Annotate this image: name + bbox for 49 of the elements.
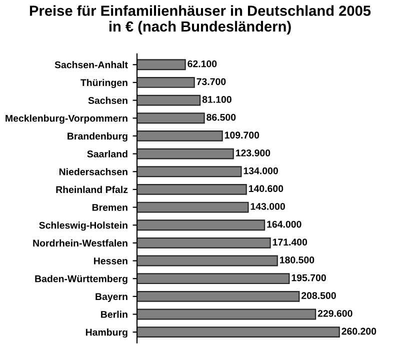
bar xyxy=(137,308,316,320)
bar xyxy=(137,202,249,213)
data-label: 73.700 xyxy=(196,78,226,86)
bar xyxy=(137,112,205,124)
data-label: 180.500 xyxy=(280,256,314,264)
y-tick-label: Brandenburg xyxy=(68,132,128,142)
bar xyxy=(137,77,195,88)
bar xyxy=(137,290,300,302)
data-label: 208.500 xyxy=(302,292,336,300)
y-tick-label: Sachsen-Anhalt xyxy=(54,61,128,68)
y-tick-label: Saarland xyxy=(87,150,128,158)
y-tick-label: Berlin xyxy=(101,310,128,318)
data-label: 62.100 xyxy=(188,60,217,68)
bar xyxy=(137,220,266,231)
data-label: 164.000 xyxy=(267,220,302,228)
bar xyxy=(137,273,290,284)
bar xyxy=(137,237,271,248)
bar xyxy=(137,59,186,70)
data-label: 140.600 xyxy=(248,185,284,192)
data-label: 109.700 xyxy=(224,132,260,139)
bar xyxy=(137,326,340,338)
y-tick-label: Mecklenburg-Vorpommern xyxy=(6,114,128,124)
y-tick-label: Schleswig-Holstein xyxy=(39,222,128,231)
data-label: 171.400 xyxy=(272,238,308,246)
chart-title: Preise für Einfamilienhäuser in Deutschland 2005 in € (nach Bundesländern) xyxy=(30,5,371,35)
bar xyxy=(137,148,234,160)
y-tick-label: Nordrhein-Westfalen xyxy=(33,239,128,247)
y-tick-label: Sachsen xyxy=(88,96,128,104)
y-tick-label: Niedersachsen xyxy=(59,168,128,176)
bar xyxy=(137,94,201,106)
y-tick-label: Thüringen xyxy=(80,78,128,88)
data-label: 260.200 xyxy=(342,328,376,335)
data-label: 195.700 xyxy=(292,274,326,282)
y-tick-label: Bayern xyxy=(96,293,128,302)
data-label: 86.500 xyxy=(206,114,236,121)
data-label: 123.900 xyxy=(236,150,270,156)
bar xyxy=(137,130,223,142)
data-label: 229.600 xyxy=(318,310,352,317)
y-tick-label: Baden-Württemberg xyxy=(35,275,128,284)
bar xyxy=(137,255,278,266)
y-tick-label: Bremen xyxy=(92,204,128,211)
bar xyxy=(137,166,242,178)
data-label: 134.000 xyxy=(244,167,278,174)
y-tick-label: Rheinland Pfalz xyxy=(56,186,128,194)
data-label: 81.100 xyxy=(202,96,232,103)
data-label: 143.000 xyxy=(250,203,285,210)
y-tick-label: Hessen xyxy=(94,258,128,264)
bar xyxy=(137,184,247,195)
y-tick-label: Hamburg xyxy=(86,328,128,338)
